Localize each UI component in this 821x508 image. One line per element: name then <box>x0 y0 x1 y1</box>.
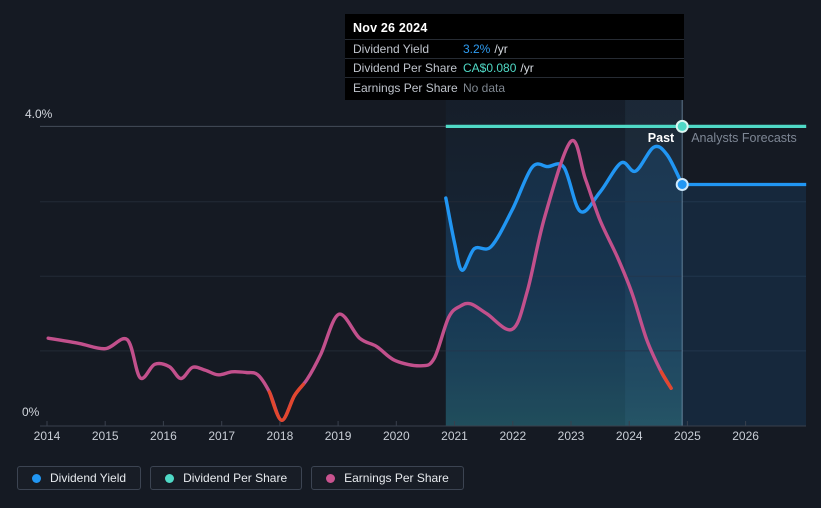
tooltip-row-earnings-per-share: Earnings Per Share No data <box>345 77 684 98</box>
tooltip-value-dividend-per-share: CA$0.080 <box>463 61 517 75</box>
legend-item-label: Dividend Per Share <box>183 471 288 485</box>
tooltip-value-suffix: /yr <box>520 61 534 75</box>
x-tick-label: 2014 <box>34 429 61 443</box>
legend-item-dividend-per-share[interactable]: Dividend Per Share <box>150 466 303 490</box>
yield-past-area <box>445 146 683 426</box>
earnings-per-share-line <box>46 138 673 422</box>
x-tick-label: 2024 <box>616 429 643 443</box>
x-tick-label: 2023 <box>558 429 585 443</box>
x-tick-label: 2016 <box>150 429 177 443</box>
chart-tooltip: Nov 26 2024 Dividend Yield 3.2% /yr Divi… <box>345 14 684 100</box>
tooltip-row-dividend-per-share: Dividend Per Share CA$0.080 /yr <box>345 58 684 77</box>
tooltip-label: Dividend Per Share <box>353 61 458 75</box>
x-tick-label: 2022 <box>499 429 526 443</box>
x-tick-label: 2020 <box>383 429 410 443</box>
y-axis-bottom-label: 0% <box>22 405 40 419</box>
x-tick-label: 2025 <box>674 429 701 443</box>
x-tick-label: 2017 <box>208 429 235 443</box>
legend-dot-icon <box>326 473 336 483</box>
tooltip-value-dividend-yield: 3.2% <box>463 42 491 56</box>
y-axis-top-label: 4.0% <box>25 107 53 121</box>
x-tick-label: 2019 <box>325 429 352 443</box>
tooltip-date: Nov 26 2024 <box>353 21 428 35</box>
yield-forecast-area <box>682 184 806 426</box>
legend-item-label: Earnings Per Share <box>344 471 449 485</box>
x-tick-label: 2018 <box>267 429 294 443</box>
tooltip-label: Dividend Yield <box>353 42 430 56</box>
legend-item-earnings-per-share[interactable]: Earnings Per Share <box>311 466 464 490</box>
legend-item-dividend-yield[interactable]: Dividend Yield <box>17 466 142 490</box>
tooltip-label: Earnings Per Share <box>353 81 458 95</box>
series-endpoint-marker[interactable] <box>675 119 689 133</box>
earnings-negative-segment <box>659 370 673 390</box>
tooltip-value-earnings-per-share: No data <box>463 81 506 95</box>
x-tick-label: 2026 <box>732 429 759 443</box>
x-tick-label: 2015 <box>92 429 119 443</box>
analysts-forecasts-label: Analysts Forecasts <box>691 131 797 145</box>
chart-legend: Dividend Yield Dividend Per Share Earnings… <box>17 466 464 490</box>
tooltip-row-dividend-yield: Dividend Yield 3.2% /yr <box>345 39 684 58</box>
legend-dot-icon <box>165 473 175 483</box>
legend-dot-icon <box>32 473 41 483</box>
past-label: Past <box>648 131 675 145</box>
series-endpoint-marker[interactable] <box>675 178 689 191</box>
legend-item-label: Dividend Yield <box>50 471 127 485</box>
tooltip-value-suffix: /yr <box>494 42 508 56</box>
earnings-negative-segment <box>267 382 305 422</box>
dividend-yield-line <box>444 144 684 273</box>
x-tick-label: 2021 <box>441 429 468 443</box>
hover-highlight-band <box>625 100 683 426</box>
